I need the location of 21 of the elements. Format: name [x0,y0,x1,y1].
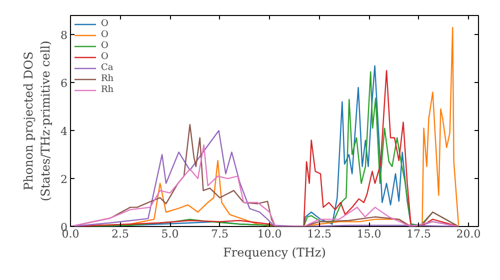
x-tick-label: 20.0 [456,228,481,240]
y-tick-label: 8 [60,29,68,42]
legend-label: O [101,41,110,51]
legend-label: Rh [101,74,115,84]
x-tick-label: 15.0 [356,228,382,240]
x-tick-label: 10.0 [257,228,282,240]
x-axis-title: Frequency (THz) [223,246,326,260]
legend-label: O [101,19,110,29]
y-tick-label: 2 [60,173,68,186]
x-tick-label: 7.5 [211,228,229,240]
legend-label: O [101,52,110,62]
legend-label: Ca [101,63,114,73]
legend-label: Rh [101,85,115,95]
x-tick-label: 2.5 [112,228,130,240]
x-tick-label: 12.5 [307,228,332,240]
y-tick-label: 4 [60,125,68,138]
y-axis-title: Phonon projected DOS (States/THz·primitive cell) [22,40,52,202]
x-tick-label: 5.0 [161,228,179,240]
y-tick-label: 6 [60,77,68,90]
x-tick-label: 17.5 [406,228,432,240]
legend-label: O [101,30,110,40]
